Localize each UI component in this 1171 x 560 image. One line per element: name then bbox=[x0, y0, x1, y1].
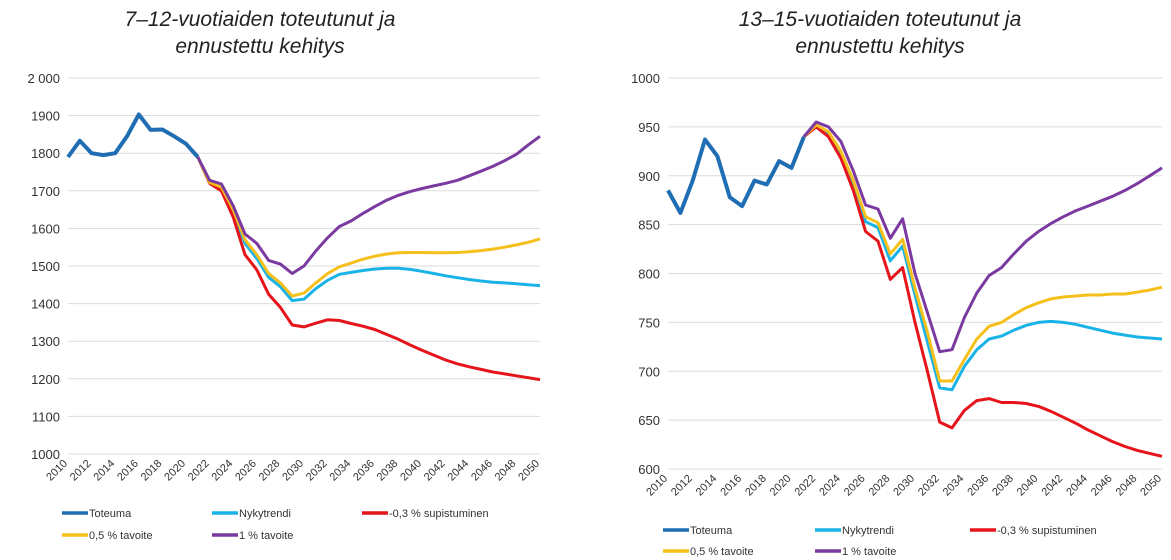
x-tick-label: 2024 bbox=[210, 458, 236, 484]
x-tick-label: 2020 bbox=[768, 473, 794, 499]
x-tick-label: 2048 bbox=[1114, 473, 1140, 499]
legend-label: -0,3 % supistuminen bbox=[389, 508, 489, 520]
x-tick-label: 2016 bbox=[718, 473, 744, 499]
series-line bbox=[666, 135, 806, 215]
y-tick-label: 900 bbox=[638, 169, 660, 184]
series-line bbox=[196, 156, 541, 303]
y-tick-label: 1600 bbox=[31, 221, 60, 236]
y-tick-label: 1200 bbox=[31, 372, 60, 387]
x-tick-label: 2040 bbox=[398, 458, 424, 484]
x-tick-label: 2040 bbox=[1015, 473, 1041, 499]
series-line bbox=[802, 123, 1163, 383]
x-tick-label: 2044 bbox=[1064, 473, 1090, 499]
y-tick-label: 1500 bbox=[31, 259, 60, 274]
x-tick-label: 2022 bbox=[793, 473, 819, 499]
x-tick-label: 2034 bbox=[328, 458, 354, 484]
legend-label: Nykytrendi bbox=[842, 525, 894, 537]
x-tick-label: 2018 bbox=[743, 473, 769, 499]
x-tick-label: 2048 bbox=[493, 458, 519, 484]
y-tick-label: 750 bbox=[638, 315, 660, 330]
series-line bbox=[196, 156, 541, 298]
series-line bbox=[196, 135, 541, 275]
y-tick-label: 800 bbox=[638, 267, 660, 282]
x-tick-label: 2046 bbox=[1089, 473, 1115, 499]
x-tick-label: 2024 bbox=[817, 473, 843, 499]
legend-label: Toteuma bbox=[89, 508, 132, 520]
y-tick-label: 1100 bbox=[32, 409, 60, 424]
legend-label: Nykytrendi bbox=[239, 508, 291, 520]
x-tick-label: 2042 bbox=[1040, 473, 1066, 499]
chart-title: 7–12-vuotiaiden toteutunut ja ennustettu… bbox=[124, 8, 396, 58]
legend-label: -0,3 % supistuminen bbox=[997, 525, 1097, 537]
x-tick-label: 2044 bbox=[446, 458, 472, 484]
y-tick-label: 2 000 bbox=[27, 71, 60, 86]
series-line bbox=[66, 112, 200, 159]
x-tick-label: 2050 bbox=[1138, 473, 1164, 499]
x-tick-label: 2038 bbox=[375, 458, 401, 484]
legend-label: 1 % tavoite bbox=[239, 530, 293, 542]
y-tick-label: 850 bbox=[638, 218, 660, 233]
x-tick-label: 2026 bbox=[233, 458, 259, 484]
x-tick-label: 2026 bbox=[842, 473, 868, 499]
x-tick-label: 2032 bbox=[916, 473, 942, 499]
x-tick-label: 2050 bbox=[516, 458, 542, 484]
x-tick-label: 2012 bbox=[669, 473, 695, 499]
series-line bbox=[802, 125, 1163, 458]
x-tick-label: 2014 bbox=[92, 458, 118, 484]
x-tick-label: 2028 bbox=[257, 458, 283, 484]
y-tick-label: 600 bbox=[638, 462, 660, 477]
x-tick-label: 2028 bbox=[867, 473, 893, 499]
legend-label: Toteuma bbox=[690, 525, 733, 537]
series-line bbox=[802, 124, 1163, 392]
x-tick-label: 2036 bbox=[965, 473, 991, 499]
x-tick-label: 2022 bbox=[186, 458, 212, 484]
x-tick-label: 2046 bbox=[469, 458, 495, 484]
series-line bbox=[802, 120, 1163, 354]
legend-label: 0,5 % tavoite bbox=[89, 530, 153, 542]
x-tick-label: 2030 bbox=[280, 458, 306, 484]
series-line bbox=[196, 156, 541, 382]
y-tick-label: 1300 bbox=[31, 334, 60, 349]
x-tick-label: 2042 bbox=[422, 458, 448, 484]
y-tick-label: 650 bbox=[638, 413, 660, 428]
y-tick-label: 1800 bbox=[31, 146, 60, 161]
x-tick-label: 2038 bbox=[990, 473, 1016, 499]
y-tick-label: 1400 bbox=[31, 297, 60, 312]
x-tick-label: 2036 bbox=[351, 458, 377, 484]
y-tick-label: 1000 bbox=[31, 447, 60, 462]
x-tick-label: 2016 bbox=[115, 458, 141, 484]
y-tick-label: 1000 bbox=[631, 71, 660, 86]
chart-title: 13–15-vuotiaiden toteutunut ja ennustett… bbox=[738, 8, 1022, 58]
x-tick-label: 2020 bbox=[162, 458, 188, 484]
y-tick-label: 1900 bbox=[31, 109, 60, 124]
y-tick-label: 950 bbox=[638, 120, 660, 135]
legend-label: 0,5 % tavoite bbox=[690, 546, 754, 558]
x-tick-label: 2032 bbox=[304, 458, 330, 484]
x-tick-label: 2030 bbox=[891, 473, 917, 499]
y-tick-label: 700 bbox=[638, 364, 660, 379]
legend-label: 1 % tavoite bbox=[842, 546, 896, 558]
x-tick-label: 2034 bbox=[941, 473, 967, 499]
x-tick-label: 2014 bbox=[694, 473, 720, 499]
x-tick-label: 2012 bbox=[68, 458, 94, 484]
y-tick-label: 1700 bbox=[31, 184, 60, 199]
x-tick-label: 2018 bbox=[139, 458, 165, 484]
